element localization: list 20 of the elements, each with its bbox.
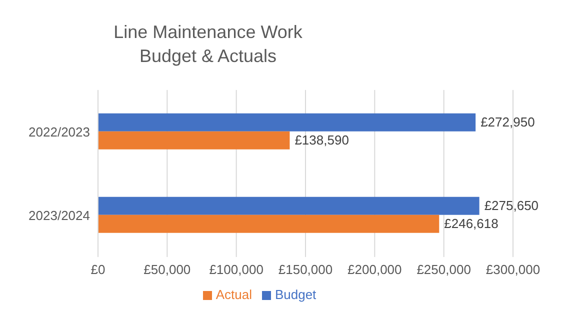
x-tick-label: £250,000 [416,262,471,278]
x-tick-label: £300,000 [486,262,540,278]
bar [98,131,290,150]
x-tick-label: £50,000 [144,262,191,278]
x-tick-label: £100,000 [209,262,264,278]
data-label: £246,618 [444,216,498,231]
legend-label: Actual [216,287,252,302]
y-tick-label: 2022/2023 [28,124,90,140]
x-tick-label: £150,000 [278,262,333,278]
x-tick-label: £0 [90,262,106,278]
bar [98,196,480,215]
y-tick-label: 2023/2024 [28,208,90,223]
data-label: £275,650 [484,198,539,213]
data-label: £272,950 [480,114,535,130]
bar [98,113,476,132]
x-tick-label: £200,000 [348,262,402,278]
bar [98,214,440,233]
data-label: £138,590 [294,132,349,148]
legend-label: Budget [274,287,316,302]
chart-title: Line Maintenance Work Budget & Actuals [112,21,304,68]
